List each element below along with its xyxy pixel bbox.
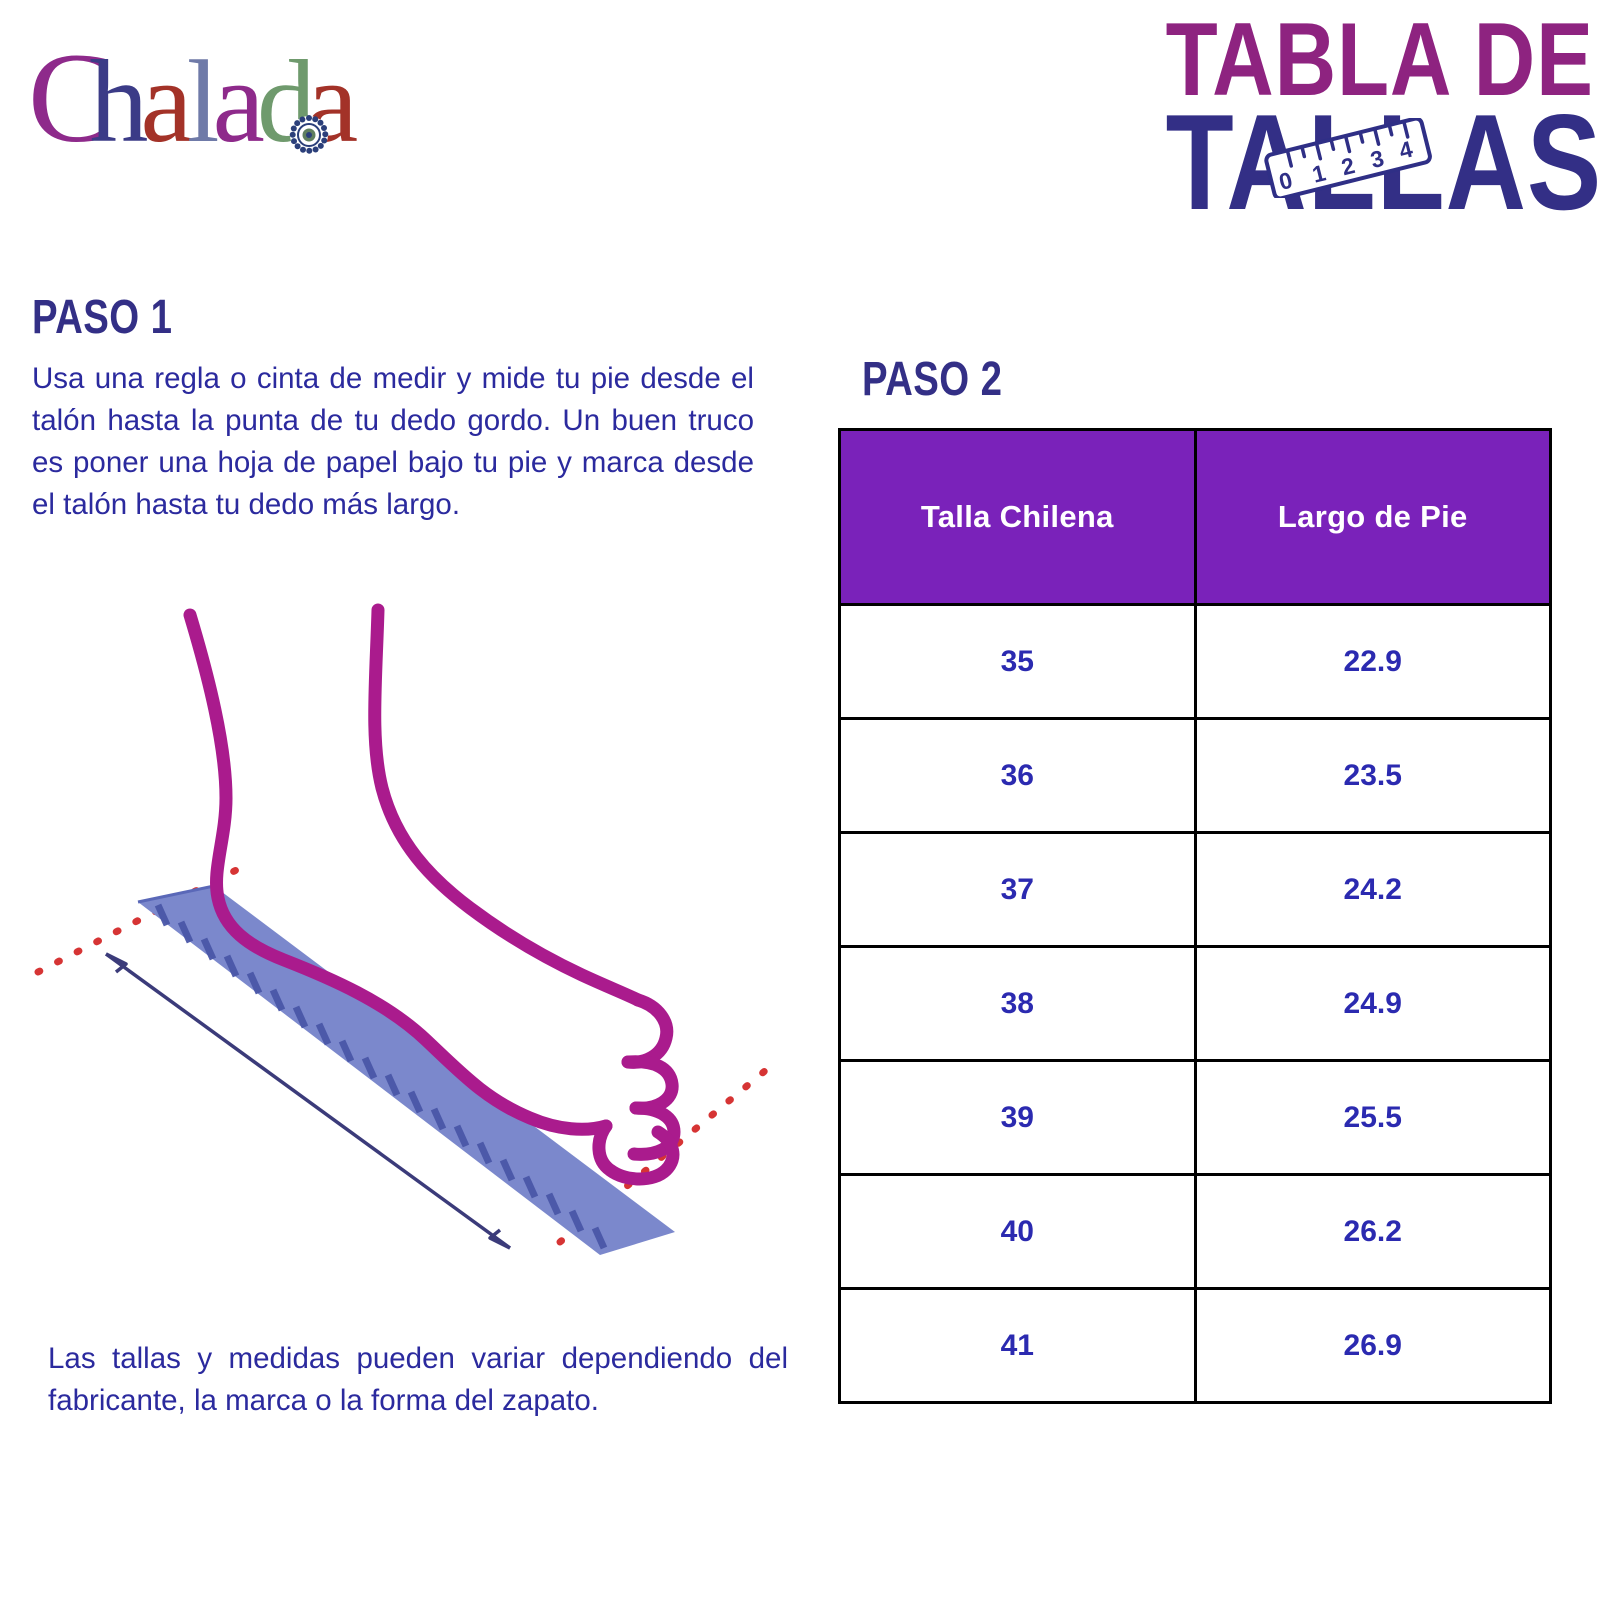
logo-letter-d: d [256,36,316,167]
svg-text:4: 4 [1396,136,1415,164]
measure-arrow [104,952,512,1250]
table-row: 40 26.2 [838,1173,1552,1290]
table-row: 38 24.9 [838,945,1552,1062]
table-row: 36 23.5 [838,717,1552,834]
svg-text:0: 0 [1276,167,1295,195]
column-header-largo-de-pie: Largo de Pie [1193,428,1552,606]
toe-4 [592,1119,680,1186]
table-row: 37 24.2 [838,831,1552,948]
step-2-heading: PASO 2 [862,353,1003,406]
cell-talla: 35 [838,603,1197,720]
logo-letter-a2: a [212,36,265,167]
foot-measuring-diagram [34,603,770,1255]
brand-logo-wordmark: Chalada [28,34,428,162]
cell-talla: 38 [838,945,1197,1062]
toe-big [621,993,674,1069]
cell-talla: 40 [838,1173,1197,1290]
cell-largo: 25.5 [1193,1059,1552,1176]
step-1-heading: PASO 1 [32,291,173,344]
size-chart-table: Talla Chilena Largo de Pie 35 22.9 36 23… [838,428,1552,1404]
logo-letter-c: C [28,27,113,169]
logo-letter-a3: a [305,36,358,167]
table-header-row: Talla Chilena Largo de Pie [838,428,1552,606]
cell-largo: 26.2 [1193,1173,1552,1290]
disclaimer-text: Las tallas y medidas pueden variar depen… [48,1342,788,1417]
table-row: 41 26.9 [838,1287,1552,1404]
logo-letter-h: h [89,36,148,167]
ruler-graphic [137,884,675,1255]
brand-logo: Chalada [28,34,428,162]
logo-letter-l: l [186,36,220,167]
step-1-body-text: Usa una regla o cinta de medir y mide tu… [32,362,754,521]
foot-outline [183,608,613,1136]
page-title: TABLA DE TALLAS 0 1 2 3 4 [1090,8,1602,230]
ruler-icon: 0 1 2 3 4 [1264,118,1432,198]
cell-talla: 39 [838,1059,1197,1176]
cell-largo: 24.9 [1193,945,1552,1062]
svg-text:2: 2 [1339,152,1358,180]
column-header-talla-chilena: Talla Chilena [838,428,1197,606]
cell-talla: 37 [838,831,1197,948]
logo-letter-a1: a [140,36,192,167]
cell-largo: 23.5 [1193,717,1552,834]
cell-talla: 41 [838,1287,1197,1404]
svg-text:3: 3 [1368,145,1387,173]
cell-largo: 22.9 [1193,603,1552,720]
cell-talla: 36 [838,717,1197,834]
svg-text:1: 1 [1310,159,1329,187]
table-row: 39 25.5 [838,1059,1552,1176]
toe-3 [627,1101,681,1161]
foot-instep-outline [368,603,645,1007]
cell-largo: 24.2 [1193,831,1552,948]
table-row: 35 22.9 [838,603,1552,720]
cell-largo: 26.9 [1193,1287,1552,1404]
